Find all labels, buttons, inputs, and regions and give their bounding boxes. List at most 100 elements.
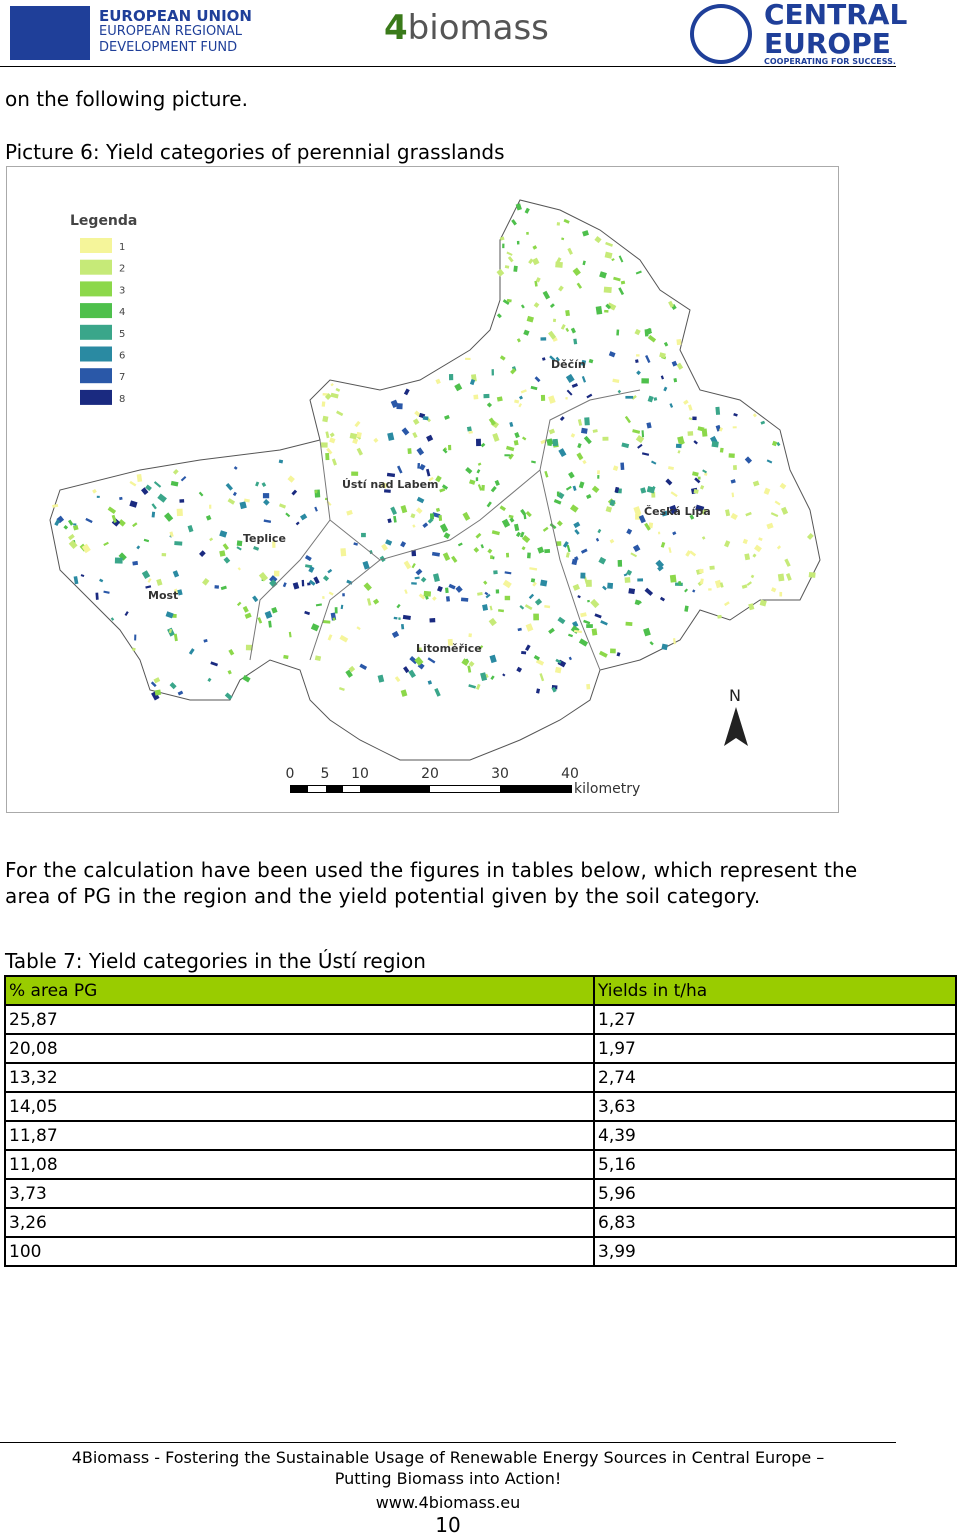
patch: [513, 523, 520, 532]
patch: [660, 375, 665, 380]
patch: [222, 543, 230, 551]
patch: [363, 582, 372, 591]
logo-number: 4: [384, 8, 408, 48]
patch: [635, 434, 645, 444]
patch: [586, 683, 591, 690]
patch: [677, 450, 681, 454]
patch: [273, 570, 280, 577]
patch: [544, 548, 551, 554]
patch: [412, 524, 416, 528]
patch: [417, 647, 422, 651]
patch: [689, 514, 695, 520]
scale-bar: [343, 786, 360, 792]
patch: [469, 479, 476, 485]
patch: [334, 607, 338, 614]
patch: [624, 577, 631, 583]
patch: [692, 471, 699, 477]
patch: [68, 540, 78, 550]
patch: [535, 658, 545, 666]
patch: [415, 568, 423, 576]
eu-flag: [10, 6, 90, 60]
patch: [623, 573, 628, 577]
patch: [95, 592, 99, 600]
place-label: Most: [148, 589, 178, 602]
patch: [321, 595, 325, 600]
patch: [377, 674, 385, 683]
patch: [134, 634, 137, 641]
patch: [427, 680, 433, 685]
patch: [515, 203, 522, 211]
patch: [119, 496, 123, 501]
patch: [607, 582, 614, 589]
patch: [555, 658, 562, 664]
patch: [504, 265, 510, 269]
patch: [555, 261, 563, 268]
patch: [242, 674, 251, 683]
patch: [491, 530, 500, 536]
patch: [214, 585, 220, 589]
patch: [442, 552, 451, 562]
patch: [480, 672, 488, 682]
patch: [443, 532, 451, 539]
patch: [752, 553, 757, 558]
patch: [641, 452, 650, 456]
patch: [422, 522, 429, 529]
patch: [673, 378, 678, 383]
patch: [602, 436, 609, 441]
patch: [516, 240, 520, 245]
patch: [151, 503, 157, 510]
patch: [548, 627, 555, 635]
patch: [514, 432, 520, 439]
patch: [659, 596, 666, 602]
patch: [635, 270, 642, 275]
patch: [572, 583, 580, 591]
yield-table: % area PG Yields in t/ha 25,87 1,27 20,08 1,9…: [4, 975, 957, 1267]
patch: [329, 432, 335, 438]
patch: [398, 617, 401, 620]
legend-swatch: [80, 303, 112, 319]
patch: [435, 507, 441, 512]
patch: [314, 655, 322, 661]
patch: [314, 506, 318, 512]
patch: [80, 574, 85, 578]
patch: [549, 522, 557, 530]
patch: [482, 604, 489, 611]
patch: [145, 585, 152, 589]
scale-label: 10: [351, 766, 369, 782]
patch: [143, 538, 150, 543]
patch: [428, 476, 434, 482]
patch: [390, 399, 399, 409]
patch: [393, 515, 397, 523]
patch: [447, 638, 453, 646]
patch: [604, 309, 609, 313]
patch: [597, 475, 600, 479]
patch: [676, 362, 684, 370]
patch: [521, 436, 527, 441]
patch: [754, 544, 762, 553]
patch: [617, 559, 623, 567]
patch: [468, 633, 472, 638]
patch: [329, 437, 336, 444]
patch: [684, 588, 689, 593]
patch: [180, 475, 187, 482]
patch: [345, 669, 353, 678]
paragraph: For the calculation have been used the f…: [5, 858, 858, 908]
patch: [669, 574, 677, 583]
patch: [565, 552, 570, 558]
patch: [523, 329, 530, 336]
patch: [261, 482, 267, 488]
patch: [752, 480, 760, 487]
patch: [151, 691, 160, 701]
scale-label: 20: [421, 766, 439, 782]
patch: [600, 620, 608, 626]
patch: [537, 546, 545, 554]
patch: [546, 438, 554, 446]
patch: [581, 359, 587, 367]
place-label: Děčín: [551, 358, 586, 371]
patch: [770, 512, 779, 518]
table-cell: 1,97: [593, 1033, 957, 1064]
patch: [620, 462, 625, 471]
patch: [694, 477, 701, 484]
patch: [393, 616, 398, 620]
patch: [771, 440, 778, 447]
